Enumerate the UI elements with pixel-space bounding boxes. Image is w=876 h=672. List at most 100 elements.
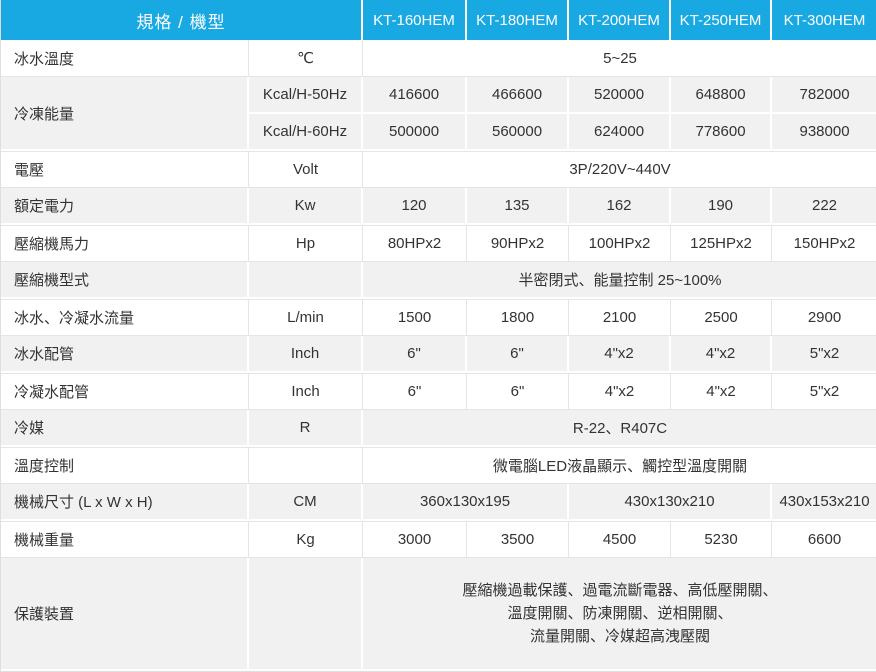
value-cell: 4500 <box>569 521 672 558</box>
value-cell: 624000 <box>569 114 672 151</box>
unit-cell <box>249 447 364 484</box>
row-label-cell: 電壓 <box>1 151 249 188</box>
value-cell: 4"x2 <box>569 373 672 410</box>
row-label-cell: 額定電力 <box>1 188 249 225</box>
value-cell: 4"x2 <box>671 336 773 373</box>
row-label-cell: 壓縮機馬力 <box>1 225 249 262</box>
row-label-cell: 冷媒 <box>1 410 249 447</box>
unit-cell: Inch <box>249 373 364 410</box>
value-cell: 466600 <box>467 77 570 114</box>
protection-device-line: 壓縮機過載保護、過電流斷電器、高低壓開關、 <box>462 582 778 599</box>
row-label-cell: 冰水、冷凝水流量 <box>1 299 249 336</box>
value-cell: 162 <box>569 188 672 225</box>
value-cell: 150HPx2 <box>772 225 876 262</box>
value-cell: 80HPx2 <box>363 225 468 262</box>
value-cell: 5"x2 <box>772 373 876 410</box>
value-cell: 938000 <box>772 114 876 151</box>
value-cell: 430x153x210 <box>772 484 876 521</box>
value-cell: 5"x2 <box>772 336 876 373</box>
value-cell: 1500 <box>363 299 468 336</box>
value-cell: 5230 <box>671 521 773 558</box>
table-row: 機械重量 Kg 3000 3500 4500 5230 6600 <box>1 521 876 558</box>
table-row: 冷凍能量 Kcal/H-50Hz 416600 466600 520000 648800 7… <box>1 77 876 151</box>
value-cell: 648800 <box>671 77 773 114</box>
unit-cell <box>249 558 364 671</box>
header-row: 規格 / 機型 KT-160HEM KT-180HEM KT-200HEM KT-25… <box>1 0 876 40</box>
unit-cell: Kg <box>249 521 364 558</box>
table-row: 壓縮機型式 半密閉式、能量控制 25~100% <box>1 262 876 299</box>
unit-cell: Kcal/H-60Hz <box>249 114 364 151</box>
value-cell: 90HPx2 <box>467 225 570 262</box>
table-row: 保護裝置 壓縮機過載保護、過電流斷電器、高低壓開關、 溫度開關、防凍開關、逆相開關、… <box>1 558 876 671</box>
model-header-cell: KT-160HEM <box>363 0 468 40</box>
value-cell: R-22、R407C <box>363 410 876 447</box>
spec-table-body: 冰水溫度 ℃ 5~25 冷凍能量 Kcal/H-50Hz 416600 466600 5200… <box>1 40 876 671</box>
unit-cell: Volt <box>249 151 364 188</box>
value-cell: 222 <box>772 188 876 225</box>
value-cell: 135 <box>467 188 570 225</box>
value-cell: 5~25 <box>363 40 876 77</box>
row-label-cell: 壓縮機型式 <box>1 262 249 299</box>
value-cell: 3500 <box>467 521 570 558</box>
value-cell: 4"x2 <box>569 336 672 373</box>
table-row: Kcal/H-60Hz 500000 560000 624000 778600 93800… <box>1 114 876 151</box>
value-cell: 2500 <box>671 299 773 336</box>
spec-table-header: 規格 / 機型 KT-160HEM KT-180HEM KT-200HEM KT-25… <box>1 0 876 40</box>
unit-cell: Inch <box>249 336 364 373</box>
table-row: 冰水溫度 ℃ 5~25 <box>1 40 876 77</box>
value-cell: 500000 <box>363 114 468 151</box>
table-row: 冰水配管 Inch 6" 6" 4"x2 4"x2 5"x2 <box>1 336 876 373</box>
model-header-cell: KT-200HEM <box>569 0 672 40</box>
value-cell: 壓縮機過載保護、過電流斷電器、高低壓開關、 溫度開關、防凍開關、逆相開關、 流量開關… <box>363 558 876 671</box>
row-label-cell: 機械尺寸 (L x W x H) <box>1 484 249 521</box>
value-cell: 微電腦LED液晶顯示、觸控型溫度開關 <box>363 447 876 484</box>
value-cell: 半密閉式、能量控制 25~100% <box>363 262 876 299</box>
value-cell: 430x130x210 <box>569 484 773 521</box>
value-cell: 125HPx2 <box>671 225 773 262</box>
table-row: 額定電力 Kw 120 135 162 190 222 <box>1 188 876 225</box>
spec-model-header-cell: 規格 / 機型 <box>1 0 364 40</box>
value-cell: 416600 <box>363 77 468 114</box>
table-row: 冰水、冷凝水流量 L/min 1500 1800 2100 2500 2900 <box>1 299 876 336</box>
value-cell: 560000 <box>467 114 570 151</box>
value-cell: 3P/220V~440V <box>363 151 876 188</box>
table-row: 機械尺寸 (L x W x H) CM 360x130x195 430x130x210… <box>1 484 876 521</box>
unit-cell <box>249 262 364 299</box>
value-cell: 360x130x195 <box>363 484 570 521</box>
table-row: 溫度控制 微電腦LED液晶顯示、觸控型溫度開關 <box>1 447 876 484</box>
unit-cell: CM <box>249 484 364 521</box>
row-label-cell: 冷凍能量 <box>1 77 249 151</box>
value-cell: 190 <box>671 188 773 225</box>
model-header-cell: KT-180HEM <box>467 0 570 40</box>
value-cell: 6600 <box>772 521 876 558</box>
model-header-cell: KT-300HEM <box>772 0 876 40</box>
value-cell: 6" <box>467 336 570 373</box>
unit-cell: Kw <box>249 188 364 225</box>
table-row: 電壓 Volt 3P/220V~440V <box>1 151 876 188</box>
model-header-cell: KT-250HEM <box>671 0 773 40</box>
value-cell: 2100 <box>569 299 672 336</box>
protection-device-line: 溫度開關、防凍開關、逆相開關、 <box>507 605 733 622</box>
table-row: 冷媒 R R-22、R407C <box>1 410 876 447</box>
unit-cell: R <box>249 410 364 447</box>
unit-cell: Hp <box>249 225 364 262</box>
row-label-cell: 冰水配管 <box>1 336 249 373</box>
value-cell: 6" <box>363 373 468 410</box>
table-row: 冷凝水配管 Inch 6" 6" 4"x2 4"x2 5"x2 <box>1 373 876 410</box>
value-cell: 6" <box>363 336 468 373</box>
unit-cell: Kcal/H-50Hz <box>249 77 364 114</box>
value-cell: 520000 <box>569 77 672 114</box>
row-label-cell: 冷凝水配管 <box>1 373 249 410</box>
value-cell: 6" <box>467 373 570 410</box>
value-cell: 782000 <box>772 77 876 114</box>
unit-cell: L/min <box>249 299 364 336</box>
row-label-cell: 保護裝置 <box>1 558 249 671</box>
table-row: 壓縮機馬力 Hp 80HPx2 90HPx2 100HPx2 125HPx2 150HPx2 <box>1 225 876 262</box>
value-cell: 120 <box>363 188 468 225</box>
value-cell: 2900 <box>772 299 876 336</box>
value-cell: 4"x2 <box>671 373 773 410</box>
protection-device-line: 流量開關、冷媒超高洩壓閥 <box>530 628 711 645</box>
value-cell: 778600 <box>671 114 773 151</box>
